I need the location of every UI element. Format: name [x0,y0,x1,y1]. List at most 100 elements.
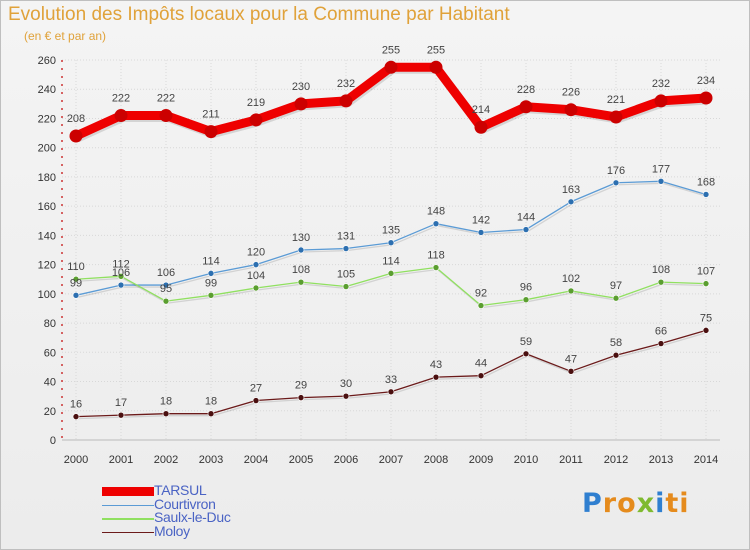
data-point [612,351,620,359]
data-label: 108 [652,264,670,276]
data-label: 16 [70,399,82,411]
data-point [702,191,710,198]
data-point [72,275,80,283]
data-point [159,109,173,123]
data-point [699,91,713,105]
data-label: 222 [157,93,175,105]
data-label: 18 [205,396,217,408]
data-label: 110 [67,261,85,273]
data-point [519,100,533,114]
data-label: 27 [250,383,262,395]
data-label: 58 [610,337,622,349]
data-point [567,198,575,206]
data-point [162,297,170,305]
x-tick-label: 2013 [649,454,673,466]
data-label: 142 [472,214,490,226]
data-label: 221 [607,94,625,106]
data-point [207,270,215,277]
data-label: 106 [112,267,130,279]
data-point [702,280,710,287]
legend-swatch [102,518,154,520]
logo-letter: i [655,488,666,519]
x-tick-label: 2011 [559,454,583,466]
data-labels: 208 222 222 211 219 230 232 255 255 214 228 226 221 2… [67,44,715,410]
data-label: 99 [70,277,82,289]
data-point [387,239,395,246]
data-label: 148 [427,206,445,218]
data-label: 219 [247,97,265,109]
logo-letter: r [602,488,618,519]
data-point [384,60,398,74]
data-point [522,226,530,233]
data-label: 168 [697,176,715,188]
axes: 0 20 40 60 80 100 120 140 160 180 200 220 240 260 2000… [38,55,720,466]
data-label: 222 [112,93,130,105]
data-label: 118 [427,250,445,262]
data-point [204,125,218,139]
data-label: 176 [607,165,625,177]
series-lines [69,60,713,420]
data-label: 211 [202,109,220,121]
data-label: 135 [382,225,400,237]
data-label: 75 [700,312,712,324]
data-point [207,292,215,299]
data-label: 92 [475,288,487,300]
logo-letter: t [665,488,680,519]
x-tick-label: 2003 [199,454,223,466]
data-point [72,413,80,420]
data-label: 47 [565,353,577,365]
legend-swatch [102,487,154,496]
data-point [294,97,308,111]
data-label: 208 [67,113,85,125]
data-point [207,410,215,417]
data-label: 30 [340,378,352,390]
x-tick-label: 2001 [109,454,133,466]
data-point [297,278,305,286]
y-tick-label: 60 [44,347,56,359]
data-point [387,388,395,396]
data-label: 112 [112,258,130,270]
data-point [612,179,620,187]
data-label: 97 [610,280,622,292]
data-label: 230 [292,81,310,93]
data-point [432,220,440,227]
data-point [252,397,260,404]
data-point [432,373,440,381]
data-label: 43 [430,359,442,371]
data-label: 108 [292,264,310,276]
x-tick-label: 2006 [334,454,358,466]
data-point [564,103,578,117]
data-point [297,394,305,401]
data-label: 29 [295,380,307,392]
data-label: 99 [205,277,217,289]
x-tick-label: 2012 [604,454,628,466]
data-label: 95 [160,283,172,295]
legend-swatch [102,504,154,506]
data-point [342,283,350,290]
y-tick-label: 20 [44,406,56,418]
x-tick-label: 2004 [244,454,268,466]
y-tick-label: 120 [38,260,56,272]
x-tick-label: 2002 [154,454,178,466]
data-point [477,302,485,309]
x-tick-label: 2007 [379,454,403,466]
data-point [117,273,125,280]
data-label: 130 [292,232,310,244]
data-point [657,278,665,286]
data-point [162,410,170,417]
y-tick-label: 140 [38,230,56,242]
data-point [702,327,710,334]
data-label: 59 [520,336,532,348]
data-label: 131 [337,231,355,243]
chart-subtitle: (en € et par an) [24,29,107,43]
data-point [114,109,128,123]
data-point [657,340,665,347]
data-point [432,264,440,271]
data-label: 17 [115,397,127,409]
logo-letter: o [617,488,637,519]
data-label: 107 [697,266,715,278]
data-point [117,281,125,289]
y-tick-label: 80 [44,318,56,330]
legend-swatch [102,531,154,533]
logo-letter: x [636,488,656,519]
